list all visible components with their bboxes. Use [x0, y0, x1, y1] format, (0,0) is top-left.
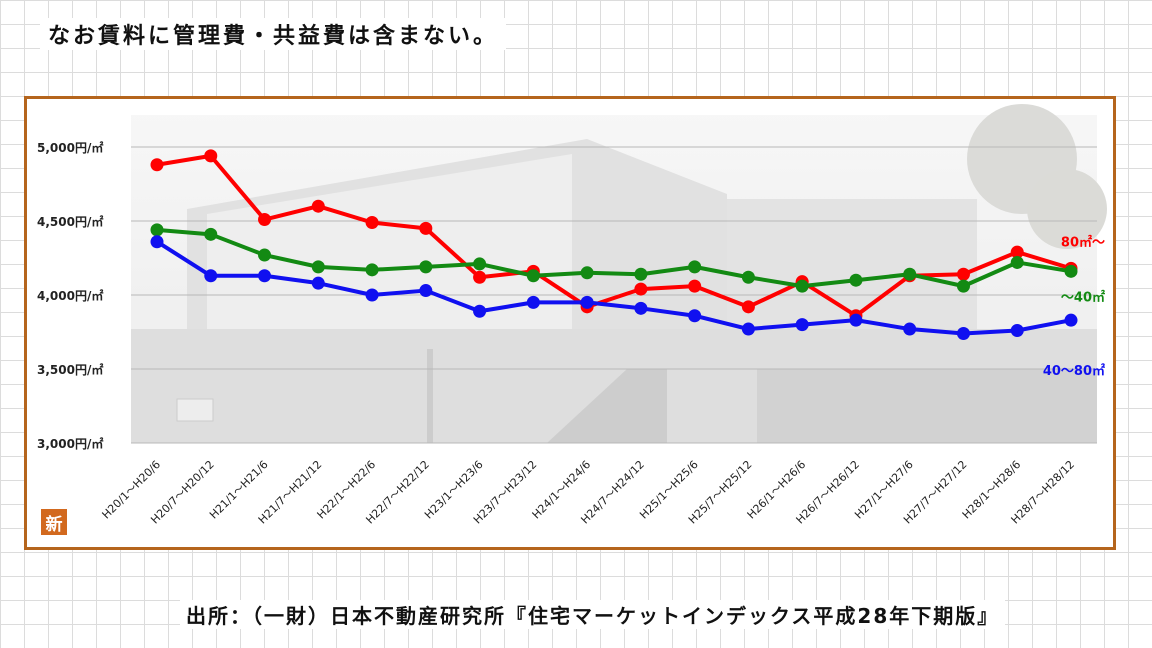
y-tick-label: 5,000円/㎡ [37, 140, 103, 155]
data-point [365, 263, 379, 277]
data-point [1010, 245, 1024, 259]
data-point [849, 273, 863, 287]
y-axis-ticks: 3,000円/㎡ 3,500円/㎡ 4,000円/㎡ 4,500円/㎡ 5,000円/㎡ [37, 140, 103, 451]
data-point [204, 149, 218, 163]
data-point [580, 266, 594, 280]
data-point [634, 301, 648, 315]
series-lines [150, 149, 1078, 340]
data-point [1064, 264, 1078, 278]
data-point [204, 227, 218, 241]
data-point [473, 270, 487, 284]
data-point [741, 270, 755, 284]
y-tick-label: 3,500円/㎡ [37, 362, 103, 377]
data-point [795, 279, 809, 293]
series-label: 40～80㎡ [1043, 363, 1105, 379]
data-point [204, 269, 218, 283]
data-point [741, 322, 755, 336]
data-point [580, 295, 594, 309]
data-point [311, 260, 325, 274]
data-point [1010, 324, 1024, 338]
data-point [473, 257, 487, 271]
data-point [311, 276, 325, 290]
gridlines [131, 146, 1097, 444]
data-point [150, 158, 164, 172]
data-point [419, 221, 433, 235]
data-point [150, 235, 164, 249]
data-point [526, 295, 540, 309]
series-line [156, 227, 1072, 289]
line-chart: 3,000円/㎡ 3,500円/㎡ 4,000円/㎡ 4,500円/㎡ 5,000円/㎡… [37, 104, 1107, 527]
background-building-photo [131, 104, 1107, 443]
data-point [419, 260, 433, 274]
data-point [688, 279, 702, 293]
data-point [634, 267, 648, 281]
new-badge: 新 [41, 509, 67, 535]
data-point [150, 223, 164, 237]
chart-frame: 3,000円/㎡ 3,500円/㎡ 4,000円/㎡ 4,500円/㎡ 5,000円/㎡… [24, 96, 1116, 550]
data-point [258, 213, 272, 227]
series-label: 80㎡～ [1061, 234, 1105, 250]
series-line [155, 240, 1072, 336]
data-point [956, 326, 970, 340]
series-label: ～40㎡ [1061, 289, 1105, 305]
data-point [956, 267, 970, 281]
data-point [258, 269, 272, 283]
data-point [1010, 255, 1024, 269]
data-point [741, 300, 755, 314]
data-point [311, 199, 325, 213]
data-point [903, 267, 917, 281]
x-axis-ticks: H20/1～H20/6H20/7～H20/12H21/1～H21/6H21/7～… [100, 458, 1078, 527]
data-point [634, 282, 648, 296]
data-point [473, 304, 487, 318]
data-point [365, 215, 379, 229]
data-point [795, 318, 809, 332]
data-point [688, 260, 702, 274]
data-point [849, 313, 863, 327]
series-labels: 80㎡～ ～40㎡ 40～80㎡ [1043, 234, 1105, 379]
data-point [688, 309, 702, 323]
footnote-text: なお賃料に管理費・共益費は含まない。 [40, 18, 507, 50]
data-point [526, 269, 540, 283]
data-point [419, 284, 433, 298]
data-point [903, 322, 917, 336]
data-point [956, 279, 970, 293]
source-citation: 出所：（一財）日本不動産研究所『住宅マーケットインデックス平成28年下期版』 [180, 600, 1006, 629]
y-tick-label: 3,000円/㎡ [37, 436, 103, 451]
data-point [365, 288, 379, 302]
y-tick-label: 4,500円/㎡ [37, 214, 103, 229]
y-tick-label: 4,000円/㎡ [37, 288, 103, 303]
data-point [1064, 313, 1078, 327]
data-point [258, 248, 272, 262]
